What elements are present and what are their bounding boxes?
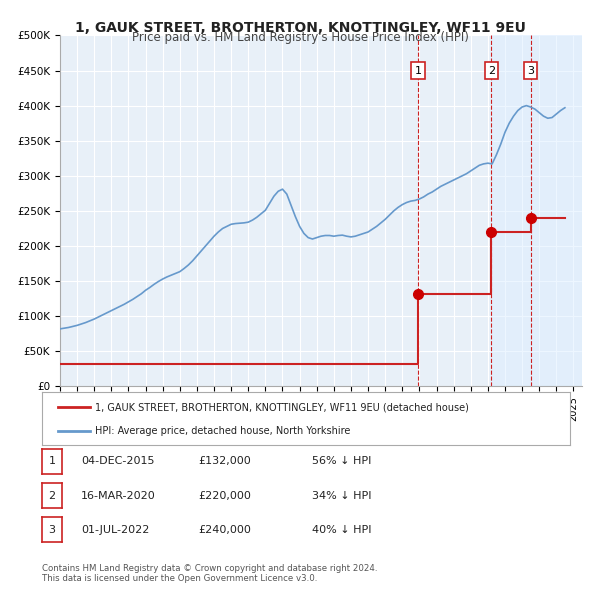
- Text: Price paid vs. HM Land Registry's House Price Index (HPI): Price paid vs. HM Land Registry's House …: [131, 31, 469, 44]
- Text: 2: 2: [488, 65, 495, 76]
- Text: 34% ↓ HPI: 34% ↓ HPI: [312, 491, 371, 500]
- Text: HPI: Average price, detached house, North Yorkshire: HPI: Average price, detached house, Nort…: [95, 425, 350, 435]
- Text: 56% ↓ HPI: 56% ↓ HPI: [312, 457, 371, 466]
- Text: £240,000: £240,000: [198, 525, 251, 535]
- Text: 04-DEC-2015: 04-DEC-2015: [81, 457, 155, 466]
- Text: 1: 1: [49, 457, 55, 466]
- Text: 2: 2: [49, 491, 55, 500]
- Text: £132,000: £132,000: [198, 457, 251, 466]
- Text: 3: 3: [49, 525, 55, 535]
- Text: 40% ↓ HPI: 40% ↓ HPI: [312, 525, 371, 535]
- Text: Contains HM Land Registry data © Crown copyright and database right 2024.
This d: Contains HM Land Registry data © Crown c…: [42, 563, 377, 583]
- Text: 1, GAUK STREET, BROTHERTON, KNOTTINGLEY, WF11 9EU: 1, GAUK STREET, BROTHERTON, KNOTTINGLEY,…: [74, 21, 526, 35]
- Text: £220,000: £220,000: [198, 491, 251, 500]
- Text: 3: 3: [527, 65, 534, 76]
- Text: 16-MAR-2020: 16-MAR-2020: [81, 491, 156, 500]
- Text: 1, GAUK STREET, BROTHERTON, KNOTTINGLEY, WF11 9EU (detached house): 1, GAUK STREET, BROTHERTON, KNOTTINGLEY,…: [95, 402, 469, 412]
- Bar: [491, 35, 582, 386]
- Text: 1: 1: [415, 65, 422, 76]
- Text: 01-JUL-2022: 01-JUL-2022: [81, 525, 149, 535]
